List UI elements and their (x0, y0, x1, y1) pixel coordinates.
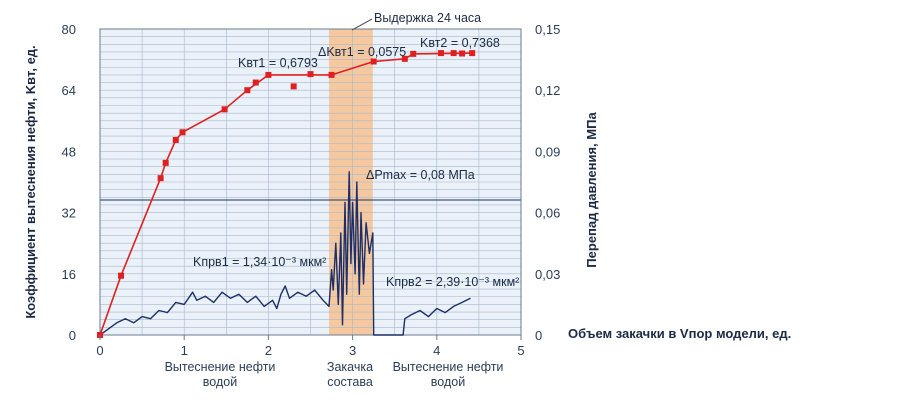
y-right-ticks: 0 0,03 0,06 0,09 0,12 0,15 (535, 22, 560, 343)
plot-frame (99, 28, 522, 336)
kvt-point (252, 79, 259, 86)
phase-label-3a: Вытеснение нефти (393, 360, 504, 374)
y-right-tick-label: 0,06 (535, 206, 560, 221)
phase-label-2b: состава (327, 375, 373, 389)
y-left-tick-label: 80 (62, 22, 76, 37)
left-axis-title: Коэффициент вытеснения нефти, Kвт, ед. (23, 45, 38, 318)
x-tick-label: 2 (265, 343, 272, 358)
y-right-tick-label: 0,09 (535, 144, 560, 159)
band-label-leader (351, 18, 373, 31)
kvt-point (290, 83, 297, 90)
kvt-point (157, 175, 164, 182)
kvt-point (172, 136, 179, 143)
kvt-point (401, 55, 408, 62)
annotation-dkvt: ΔKвт1 = 0,0575 (318, 45, 406, 59)
y-left-tick-label: 16 (62, 267, 76, 282)
y-right-tick-label: 0,15 (535, 22, 560, 37)
phase-label-3b: водой (431, 375, 465, 389)
x-tick-label: 5 (517, 343, 524, 358)
y-left-tick-label: 32 (62, 206, 76, 221)
y-left-tick-label: 48 (62, 144, 76, 159)
kvt-point (370, 58, 377, 65)
kvt-point (162, 159, 169, 166)
kvt-point (265, 71, 272, 78)
y-left-tick-label: 64 (62, 83, 76, 98)
series-kvt (97, 50, 476, 338)
x-tick-label: 3 (349, 343, 356, 358)
series-pressure (99, 171, 471, 336)
annotation-kpr2: Kпрв2 = 2,39·10⁻³ мкм² (386, 275, 519, 289)
kvt-point (410, 50, 417, 57)
y-right-tick-label: 0,12 (535, 83, 560, 98)
kvt-point (118, 272, 125, 279)
kvt-point (459, 50, 466, 57)
kvt-point (307, 71, 314, 78)
x-axis-title: Объем закачки в Vпор модели, ед. (568, 326, 791, 341)
phase-label-2a: Закачка (327, 360, 373, 374)
x-tick-label: 1 (181, 343, 188, 358)
kvt-point (244, 87, 251, 94)
right-axis-title: Перепад давления, МПа (584, 112, 599, 268)
x-tick-label: 4 (433, 343, 440, 358)
y-left-ticks: 0 16 32 48 64 80 (62, 22, 76, 343)
grid (100, 29, 521, 335)
kvt-point (438, 50, 445, 57)
y-right-tick-label: 0,03 (535, 267, 560, 282)
phase-label-1b: водой (203, 375, 237, 389)
annotation-kpr1: Kпрв1 = 1,34·10⁻³ мкм² (193, 255, 326, 269)
kvt-point (179, 129, 186, 136)
annotation-kvt1: Kвт1 = 0,6793 (238, 56, 318, 70)
band-label: Выдержка 24 часа (374, 11, 481, 25)
x-tick-label: 0 (96, 343, 103, 358)
kvt-point (221, 106, 228, 113)
kvt-point (469, 50, 476, 57)
y-right-tick-label: 0 (535, 328, 542, 343)
kvt-point (328, 71, 335, 78)
pressure-line (99, 171, 471, 336)
phase-label-1a: Вытеснение нефти (165, 360, 276, 374)
y-left-tick-label: 0 (69, 328, 76, 343)
annotation-kvt2: Kвт2 = 0,7368 (420, 36, 500, 50)
x-ticks: 0 1 2 3 4 5 (96, 335, 525, 358)
kvt-point (450, 50, 457, 57)
annotation-dpmax: ΔPmax = 0,08 МПа (366, 168, 475, 182)
